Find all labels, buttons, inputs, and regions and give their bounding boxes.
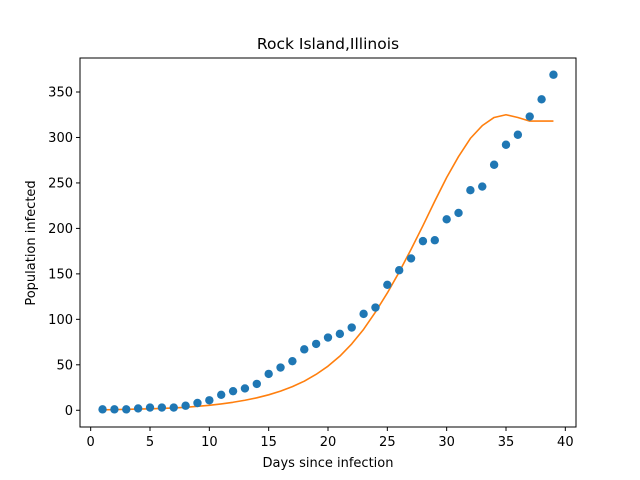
x-tick-label: 10 xyxy=(201,435,218,450)
data-point xyxy=(371,303,380,312)
data-point xyxy=(430,236,439,245)
data-point xyxy=(525,112,534,121)
x-tick-label: 25 xyxy=(379,435,396,450)
data-point xyxy=(466,186,475,195)
x-tick-label: 20 xyxy=(320,435,337,450)
y-tick-label: 0 xyxy=(65,404,73,419)
x-tick-label: 40 xyxy=(557,435,574,450)
data-point xyxy=(454,208,463,218)
data-point xyxy=(359,309,368,319)
data-point xyxy=(205,396,214,405)
data-point xyxy=(406,254,416,263)
data-point xyxy=(276,363,285,372)
data-point xyxy=(347,323,356,332)
y-tick-label: 250 xyxy=(48,176,73,191)
data-point xyxy=(513,130,523,139)
data-point xyxy=(181,401,190,410)
data-point xyxy=(122,405,131,414)
data-point xyxy=(323,333,333,342)
y-tick-label: 150 xyxy=(48,267,73,282)
data-point xyxy=(133,404,143,413)
data-point xyxy=(394,266,404,275)
x-axis-label: Days since infection xyxy=(263,456,394,471)
y-axis-label: Population infected xyxy=(24,180,39,305)
data-point xyxy=(98,405,107,414)
x-tick-label: 0 xyxy=(87,435,95,450)
data-point xyxy=(193,398,202,408)
data-point xyxy=(537,95,546,104)
data-point xyxy=(418,236,428,246)
data-point xyxy=(240,384,250,393)
data-point xyxy=(252,379,262,389)
data-point xyxy=(228,386,238,396)
data-point xyxy=(264,369,273,379)
data-point xyxy=(383,280,392,289)
x-tick-label: 35 xyxy=(498,435,515,450)
data-point xyxy=(145,403,155,412)
data-point xyxy=(157,403,167,412)
y-axis-ticks: 0 50 100 150 200 250 300 350 xyxy=(48,86,80,419)
series-layer xyxy=(98,70,558,414)
data-point xyxy=(169,403,178,412)
y-tick-label: 350 xyxy=(48,86,73,101)
data-point xyxy=(300,345,309,354)
data-point xyxy=(311,339,321,349)
data-point xyxy=(478,182,487,191)
chart-title: Rock Island,Illinois xyxy=(257,35,399,53)
x-axis-ticks: 0 5 10 15 20 25 30 35 40 xyxy=(87,427,574,450)
x-tick-label: 30 xyxy=(438,435,455,450)
data-point xyxy=(549,70,558,79)
y-tick-label: 200 xyxy=(48,222,73,237)
data-point xyxy=(217,390,226,400)
y-tick-label: 100 xyxy=(48,313,73,328)
data-point xyxy=(442,215,451,224)
data-point xyxy=(110,405,119,414)
data-point xyxy=(288,356,297,366)
y-tick-label: 50 xyxy=(56,358,73,373)
data-point xyxy=(489,160,499,169)
x-tick-label: 15 xyxy=(260,435,277,450)
data-point xyxy=(501,140,511,149)
x-tick-label: 5 xyxy=(146,435,154,450)
y-tick-label: 300 xyxy=(48,131,73,146)
data-point xyxy=(335,329,345,339)
